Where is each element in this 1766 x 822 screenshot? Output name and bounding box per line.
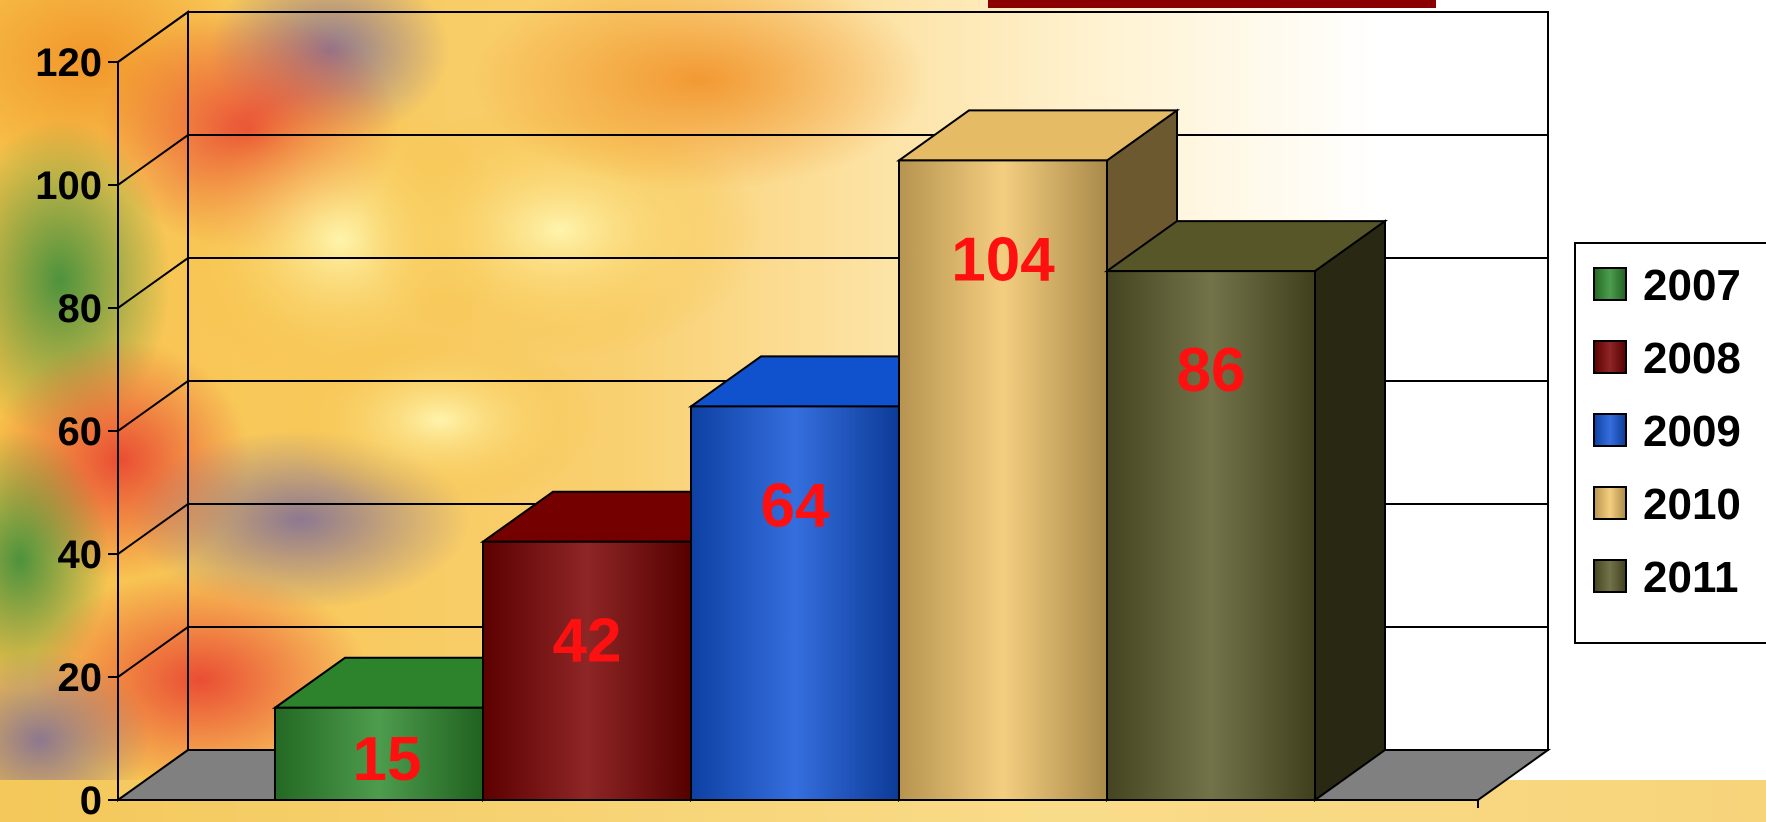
bar-side <box>1314 219 1386 802</box>
data-label: 86 <box>1177 336 1246 405</box>
data-label: 104 <box>951 225 1055 294</box>
legend-label-2007: 2007 <box>1643 261 1741 310</box>
bar-front <box>898 159 1108 801</box>
legend-swatch-2010 <box>1593 486 1627 520</box>
legend-swatch-2009 <box>1593 413 1627 447</box>
y-tick-label: 60 <box>58 410 103 454</box>
data-label: 64 <box>761 471 830 540</box>
data-labels: 15 42 64 104 86 <box>353 225 1246 794</box>
bar-front <box>274 706 484 801</box>
legend-swatch-2007 <box>1593 267 1627 301</box>
y-tick-label: 100 <box>35 164 102 208</box>
bar-2011 <box>1103 219 1389 802</box>
legend-label-2010: 2010 <box>1643 480 1741 529</box>
bars <box>271 108 1389 802</box>
title-bar-strip <box>988 0 1436 8</box>
legend-swatch-2011 <box>1593 559 1627 593</box>
y-tick-label: 80 <box>58 287 103 331</box>
bar-front <box>1106 270 1316 802</box>
legend-label-2009: 2009 <box>1643 407 1741 456</box>
data-label: 15 <box>353 725 422 794</box>
y-tick-label: 40 <box>58 533 103 577</box>
gridline <box>117 11 1548 63</box>
y-tick-label: 20 <box>58 656 103 700</box>
bar-front <box>482 540 692 801</box>
y-axis: 0 20 40 60 80 100 120 <box>35 41 1479 822</box>
y-tick-label: 120 <box>35 41 102 85</box>
legend-label-2011: 2011 <box>1643 553 1738 602</box>
legend-label-2008: 2008 <box>1643 334 1741 383</box>
y-tick-label: 0 <box>80 779 102 822</box>
legend: 2007 2008 2009 2010 2011 <box>1574 242 1766 644</box>
bar-front <box>690 405 900 801</box>
legend-swatch-2008 <box>1593 340 1627 374</box>
data-label: 42 <box>553 607 622 676</box>
